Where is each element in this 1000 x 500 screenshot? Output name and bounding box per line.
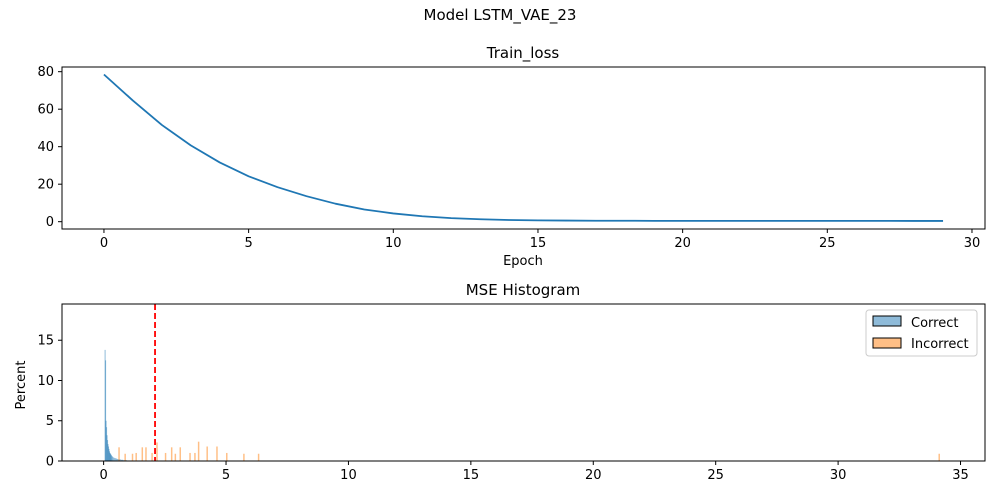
train-loss-xtick-label: 5 (244, 236, 252, 251)
histogram-bar-incorrect (151, 452, 153, 461)
histogram-bar-incorrect (226, 452, 228, 461)
train-loss-xtick-label: 0 (100, 236, 108, 251)
histogram-bar-incorrect (938, 453, 940, 461)
histogram-bar-incorrect (124, 453, 126, 461)
histogram-bar-incorrect (118, 447, 120, 461)
histogram-bar-correct (112, 456, 114, 461)
mse-histogram-title: MSE Histogram (466, 281, 581, 299)
train-loss-ytick-label: 40 (37, 140, 54, 155)
histogram-bar-incorrect (257, 453, 260, 461)
train-loss-axes: Train_loss 0 5 10 15 20 25 30 0 20 40 60 80 Epoch (37, 44, 986, 269)
train-loss-xtick-label: 15 (530, 236, 547, 251)
mse-histogram-plot-area: 0 5 10 15 20 25 30 35 0 5 10 15 (37, 303, 986, 483)
mse-histogram-xtick-label: 5 (222, 468, 230, 483)
histogram-bar-incorrect (189, 452, 191, 461)
train-loss-line (103, 73, 944, 222)
legend-swatch-correct (872, 315, 902, 327)
histogram-bar-correct (115, 458, 118, 461)
histogram-bar-incorrect (174, 453, 177, 461)
histogram-bar-correct (114, 458, 116, 461)
mse-histogram-xtick-label: 10 (340, 468, 357, 483)
mse-histogram-xtick-label: 25 (707, 468, 724, 483)
legend-label-correct: Correct (911, 316, 958, 331)
train-loss-ytick-label: 60 (37, 103, 54, 118)
figure-suptitle: Model LSTM_VAE_23 (423, 6, 577, 24)
histogram-bar-correct (120, 459, 124, 461)
mse-histogram-xtick-label: 30 (830, 468, 847, 483)
histogram-bar-correct (113, 457, 115, 461)
histogram-bar-correct (110, 455, 112, 461)
train-loss-xlabel: Epoch (503, 254, 543, 269)
mse-histogram-xtick-label: 20 (585, 468, 602, 483)
mse-histogram-xtick-label: 35 (952, 468, 969, 483)
mse-histogram-ylabel: Percent (14, 361, 29, 410)
mse-histogram-xtick-label: 0 (99, 468, 107, 483)
histogram-bar-correct (111, 456, 113, 461)
mse-histogram-axes: MSE Histogram 0 5 10 15 20 25 30 35 0 5 10 15 Perce… (14, 281, 986, 483)
train-loss-xtick-label: 25 (819, 236, 836, 251)
train-loss-title: Train_loss (486, 44, 560, 63)
mse-histogram-frame (61, 303, 986, 462)
train-loss-xtick-label: 30 (964, 236, 981, 251)
histogram-bar-incorrect (194, 452, 196, 461)
histogram-bar-incorrect (164, 452, 167, 461)
histogram-bar-incorrect (197, 441, 200, 461)
histogram-bar-correct (105, 360, 107, 461)
histogram-bar-incorrect (170, 447, 173, 461)
histogram-bar-incorrect (145, 447, 147, 461)
train-loss-frame (61, 66, 986, 230)
train-loss-ytick-label: 0 (46, 215, 54, 230)
histogram-bar-correct (117, 458, 119, 461)
histogram-bar-incorrect (216, 446, 218, 461)
train-loss-ytick-label: 80 (37, 65, 54, 80)
mse-histogram-ytick-label: 0 (46, 455, 54, 470)
mse-histogram-ytick-label: 5 (46, 414, 54, 429)
histogram-bar-incorrect (141, 447, 144, 461)
histogram-bar-incorrect (206, 446, 208, 461)
mse-histogram-ytick-label: 10 (37, 374, 54, 389)
histogram-legend: Correct Incorrect (865, 309, 978, 357)
train-loss-xtick-label: 10 (385, 236, 402, 251)
mse-histogram-xtick-label: 15 (463, 468, 480, 483)
mse-histogram-ytick-label: 15 (37, 334, 54, 349)
histogram-bar-incorrect (243, 453, 245, 461)
legend-swatch-incorrect (872, 337, 902, 349)
histogram-bar-incorrect (131, 453, 134, 461)
legend-label-incorrect: Incorrect (911, 337, 969, 352)
histogram-bar-incorrect (156, 442, 158, 461)
histogram-bar-incorrect (179, 447, 181, 461)
histogram-bar-incorrect (135, 452, 137, 461)
train-loss-xtick-label: 20 (674, 236, 691, 251)
train-loss-plot-area: 0 5 10 15 20 25 30 0 20 40 60 80 (37, 65, 986, 251)
train-loss-ytick-label: 20 (37, 178, 54, 193)
